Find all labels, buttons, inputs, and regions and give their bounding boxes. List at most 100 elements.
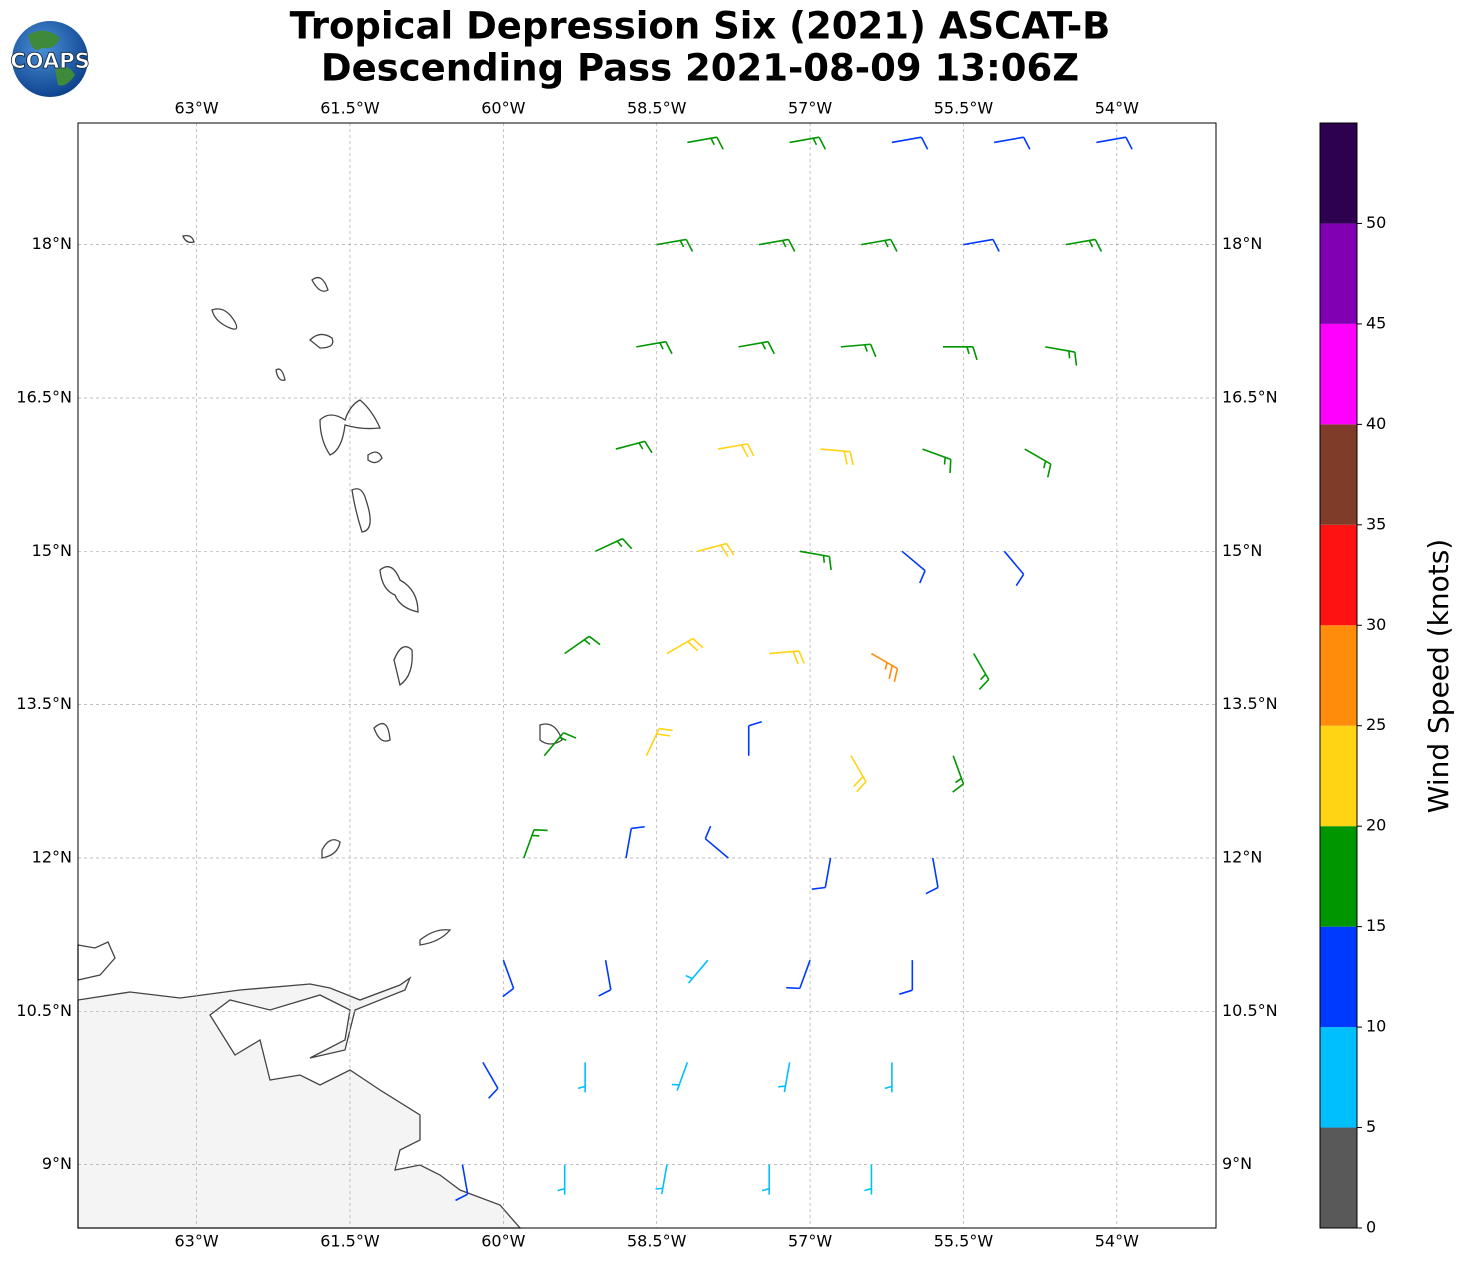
wind-barb xyxy=(577,1062,586,1093)
wind-barb xyxy=(1065,238,1103,252)
colorbar-segment xyxy=(1320,424,1357,525)
wind-barb xyxy=(655,1164,668,1195)
y-tick-label: 13.5°N xyxy=(16,694,72,713)
wind-barb xyxy=(656,238,694,252)
wind-barb xyxy=(1045,346,1078,366)
wind-barb xyxy=(543,732,577,757)
wind-barb xyxy=(864,1164,873,1195)
wind-barb xyxy=(840,343,877,358)
wind-barb xyxy=(625,825,645,859)
wind-barb xyxy=(922,448,952,473)
colorbar-tick-label: 5 xyxy=(1366,1117,1376,1136)
y-tick-label: 18°N xyxy=(1222,234,1262,253)
coastlines xyxy=(77,234,563,1229)
colorbar-segment xyxy=(1320,323,1357,425)
wind-barb xyxy=(758,238,796,252)
x-tick-label: 57°W xyxy=(788,99,832,118)
wind-barb xyxy=(704,825,729,859)
colorbar-tick-label: 30 xyxy=(1366,615,1386,634)
logo-text: COAPS xyxy=(10,49,89,73)
colorbar-tick-label: 10 xyxy=(1366,1017,1386,1036)
x-tick-label: 55.5°W xyxy=(934,99,994,118)
wind-barb xyxy=(861,238,898,252)
wind-barb xyxy=(901,550,926,584)
colorbar-tick-label: 40 xyxy=(1366,414,1386,433)
colorbar: 0 5 10 15 20 25 30 35 40 45 50 xyxy=(1319,122,1386,1237)
wind-barb xyxy=(685,959,709,984)
colorbar-segment xyxy=(1320,1127,1357,1228)
colorbar-label: Wind Speed (knots) xyxy=(1422,539,1455,813)
wind-barb xyxy=(717,443,755,458)
map xyxy=(77,123,1216,1229)
x-tick-label: 60°W xyxy=(481,99,525,118)
wind-barb xyxy=(761,1164,770,1195)
colorbar-tick-label: 35 xyxy=(1366,514,1386,533)
colorbar-tick-label: 0 xyxy=(1366,1218,1376,1237)
wind-barb xyxy=(789,136,827,150)
wind-barb xyxy=(799,550,832,571)
wind-barb xyxy=(899,960,914,995)
wind-barb xyxy=(645,727,673,757)
wind-barb xyxy=(884,1062,893,1093)
wind-barb xyxy=(482,1061,499,1099)
wind-barb xyxy=(943,346,978,361)
wind-barb xyxy=(502,959,515,998)
wind-barb xyxy=(972,653,990,691)
colorbar-segment xyxy=(1320,123,1357,224)
wind-barb xyxy=(963,238,1000,252)
x-tick-label: 58.5°W xyxy=(627,99,687,118)
wind-barb xyxy=(786,959,811,990)
chart-subtitle: Descending Pass 2021-08-09 13:06Z xyxy=(321,47,1079,90)
y-tick-label: 12°N xyxy=(1222,847,1262,866)
x-tick-label: 61.5°W xyxy=(320,99,380,118)
map-background xyxy=(78,123,1216,1228)
wind-barb xyxy=(850,755,867,793)
x-tick-label: 60°W xyxy=(481,1232,525,1251)
wind-barb xyxy=(595,537,633,553)
y-tick-label: 12°N xyxy=(32,847,72,866)
colorbar-segment xyxy=(1320,1027,1357,1128)
wind-barb xyxy=(455,1164,469,1202)
wind-barb xyxy=(1003,550,1025,587)
wind-barb xyxy=(1096,136,1133,150)
wind-barb xyxy=(891,136,929,150)
colorbar-segment xyxy=(1320,926,1357,1028)
wind-barb xyxy=(697,542,735,558)
wind-barb xyxy=(598,960,612,997)
wind-barb xyxy=(993,136,1031,150)
wind-barb xyxy=(671,1062,689,1091)
x-tick-label: 55.5°W xyxy=(934,1232,994,1251)
logo: COAPS xyxy=(10,21,90,97)
colorbar-tick-label: 25 xyxy=(1366,715,1386,734)
y-tick-label: 10.5°N xyxy=(1222,1001,1278,1020)
wind-barb xyxy=(952,755,965,793)
x-tick-label: 63°W xyxy=(175,1232,219,1251)
wind-barb xyxy=(778,1062,791,1093)
colorbar-tick-label: 45 xyxy=(1366,313,1386,332)
barbs xyxy=(455,136,1133,1202)
wind-barb xyxy=(925,857,939,895)
colorbar-frame xyxy=(1319,122,1358,1229)
y-tick-label: 10.5°N xyxy=(16,1001,72,1020)
map-frame xyxy=(77,122,1217,1229)
wind-barb xyxy=(523,828,548,859)
x-tick-label: 57°W xyxy=(788,1232,832,1251)
y-tick-label: 9°N xyxy=(1222,1154,1252,1173)
x-tick-label: 58.5°W xyxy=(627,1232,687,1251)
y-tick-label: 15°N xyxy=(32,541,72,560)
y-tick-label: 9°N xyxy=(42,1154,72,1173)
wind-barb xyxy=(871,652,899,682)
y-tick-label: 13.5°N xyxy=(1222,694,1278,713)
wind-barb xyxy=(636,340,673,355)
wind-barb xyxy=(769,650,805,665)
wind-barb xyxy=(557,1164,566,1195)
wind-barb xyxy=(747,720,762,756)
x-tick-label: 54°W xyxy=(1095,1232,1139,1251)
wind-barb xyxy=(564,635,601,655)
colorbar-segment xyxy=(1320,826,1357,927)
colorbar-segment xyxy=(1320,725,1357,827)
wind-barb xyxy=(1024,448,1052,478)
colorbar-segment xyxy=(1320,625,1357,726)
